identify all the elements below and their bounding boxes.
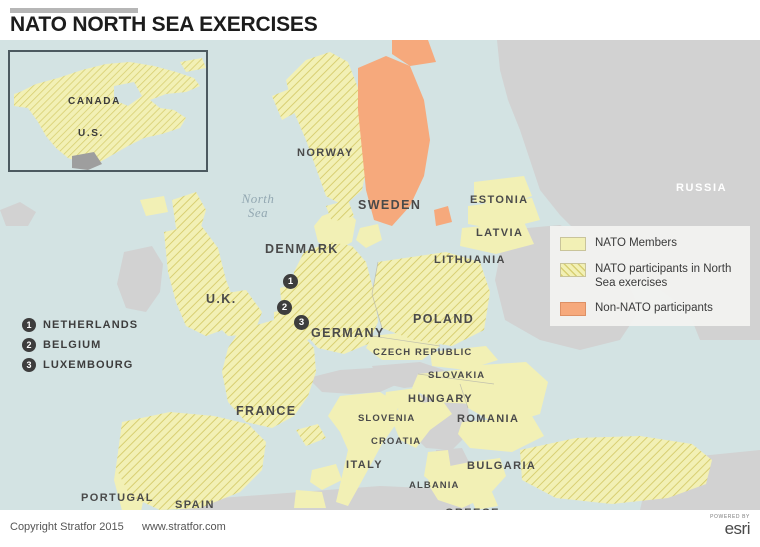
- website-url[interactable]: www.stratfor.com: [142, 521, 226, 533]
- esri-attribution: POWERED BY esri: [710, 514, 750, 537]
- key-label-netherlands: NETHERLANDS: [43, 319, 139, 331]
- page-title: NATO NORTH SEA EXERCISES: [10, 13, 318, 36]
- map-marker-2[interactable]: 2: [277, 300, 292, 315]
- key-item-belgium: 2 BELGIUM: [22, 336, 138, 354]
- numbered-key-list: 1 NETHERLANDS 2 BELGIUM 3 LUXEMBOURG: [22, 316, 138, 376]
- key-item-luxembourg: 3 LUXEMBOURG: [22, 356, 138, 374]
- copyright-text: Copyright Stratfor 2015: [10, 521, 124, 533]
- inset-label-us: U.S.: [78, 128, 104, 139]
- key-bullet-3: 3: [22, 358, 36, 372]
- title-accent-bar: [10, 8, 138, 13]
- key-item-netherlands: 1 NETHERLANDS: [22, 316, 138, 334]
- esri-powered-by-text: POWERED BY: [710, 514, 750, 520]
- esri-brand-text: esri: [724, 519, 751, 538]
- inset-label-canada: CANADA: [68, 96, 121, 107]
- footer: Copyright Stratfor 2015 www.stratfor.com…: [0, 510, 760, 547]
- legend-label-nato-members: NATO Members: [595, 237, 678, 249]
- inset-map-north-america[interactable]: CANADA U.S.: [8, 50, 208, 172]
- header: NATO NORTH SEA EXERCISES: [0, 0, 760, 40]
- inset-map-vector: [10, 52, 206, 170]
- map-canvas[interactable]: North Sea NORWAY SWEDEN DENMARK ESTONIA …: [0, 40, 760, 510]
- map-legend: NATO Members NATO participants in North …: [550, 226, 750, 326]
- legend-swatch-non-nato-participants: [560, 302, 586, 316]
- key-label-luxembourg: LUXEMBOURG: [43, 359, 134, 371]
- legend-swatch-nato-participants: [560, 263, 586, 277]
- legend-item-nato-members: NATO Members: [560, 236, 740, 251]
- key-bullet-2: 2: [22, 338, 36, 352]
- legend-label-non-nato-participants: Non-NATO participants: [595, 302, 713, 314]
- legend-item-nato-participants: NATO participants in North Sea exercises: [560, 262, 740, 290]
- non-nato-participants-group: [358, 40, 452, 226]
- legend-swatch-nato-members: [560, 237, 586, 251]
- legend-item-non-nato-participants: Non-NATO participants: [560, 301, 740, 316]
- map-marker-3[interactable]: 3: [294, 315, 309, 330]
- key-label-belgium: BELGIUM: [43, 339, 102, 351]
- nato-participants-group: [116, 52, 712, 510]
- key-bullet-1: 1: [22, 318, 36, 332]
- legend-label-nato-participants: NATO participants in North Sea exercises: [595, 263, 732, 289]
- map-marker-1[interactable]: 1: [283, 274, 298, 289]
